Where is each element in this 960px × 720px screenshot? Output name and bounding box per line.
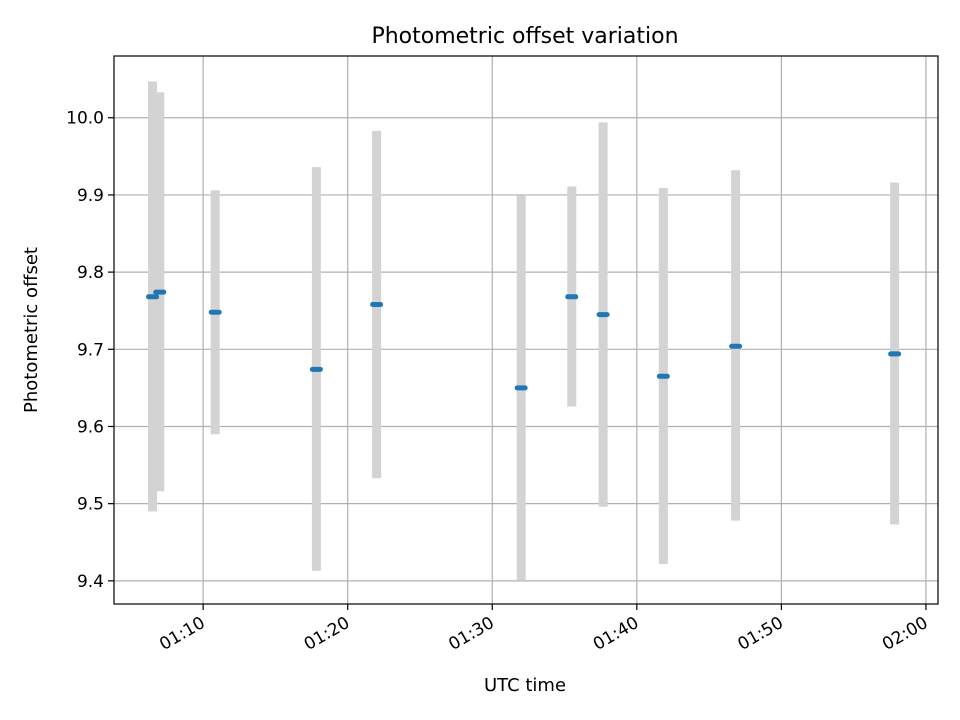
y-axis-label: Photometric offset <box>21 247 42 413</box>
y-tick-label: 9.4 <box>77 572 104 592</box>
data-points <box>146 289 902 391</box>
y-tick-label: 9.6 <box>77 417 104 437</box>
plot-frame <box>113 55 939 605</box>
y-axis-ticks: 9.4 9.5 9.6 9.7 9.8 9.9 10.0 <box>66 109 114 592</box>
y-tick-label: 9.5 <box>77 495 104 515</box>
chart-title: Photometric offset variation <box>371 24 678 49</box>
y-tick-label: 10.0 <box>66 109 104 129</box>
y-tick-label: 9.7 <box>77 340 104 360</box>
y-tick-label: 9.8 <box>77 263 104 283</box>
grid <box>114 56 938 604</box>
x-axis-label: UTC time <box>484 675 566 696</box>
y-tick-label: 9.9 <box>77 186 104 206</box>
